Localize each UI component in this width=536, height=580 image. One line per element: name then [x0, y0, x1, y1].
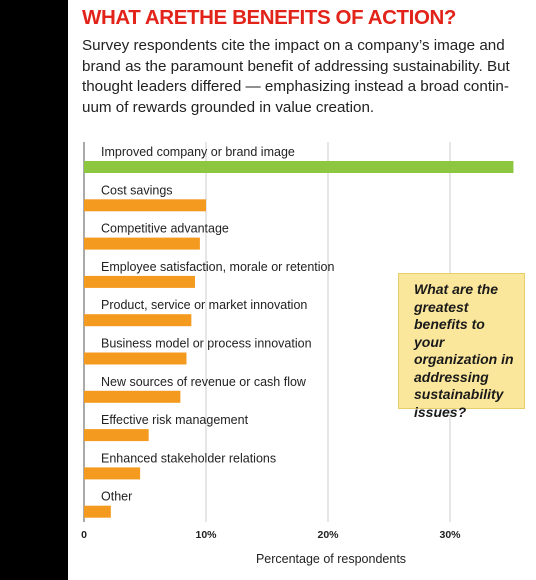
category-label: Enhanced stakeholder relations [101, 451, 276, 465]
category-label: Cost savings [101, 183, 173, 197]
bar [84, 314, 192, 327]
bar [84, 237, 200, 250]
x-tick-label: 30% [439, 529, 461, 541]
bar [84, 161, 514, 173]
bar [84, 352, 187, 365]
bar [84, 275, 196, 288]
x-tick-label: 0 [81, 529, 87, 541]
bar [84, 429, 149, 442]
category-label: Improved company or brand image [101, 145, 295, 159]
bar [84, 199, 206, 212]
x-tick-label: 10% [195, 529, 217, 541]
category-label: Employee satisfaction, morale or retenti… [101, 260, 334, 274]
intro-paragraph: Survey respondents cite the impact on a … [82, 37, 510, 116]
category-label: Business model or process innovation [101, 337, 312, 351]
bar [84, 467, 141, 480]
category-label: Effective risk management [101, 413, 249, 427]
x-axis-title: Percentage of respondents [256, 552, 406, 566]
bar [84, 505, 111, 518]
category-label: Product, service or market innovation [101, 298, 307, 312]
headline: WHAT ARETHE BENEFITS OF ACTION? [82, 6, 457, 29]
category-label: New sources of revenue or cash flow [101, 375, 307, 389]
category-label: Other [101, 490, 132, 504]
left-page-bar [0, 0, 68, 580]
bar [84, 390, 181, 403]
category-label: Competitive advantage [101, 222, 229, 236]
x-tick-label: 20% [317, 529, 339, 541]
question-callout: What are the greatest benefits to your o… [398, 273, 525, 420]
